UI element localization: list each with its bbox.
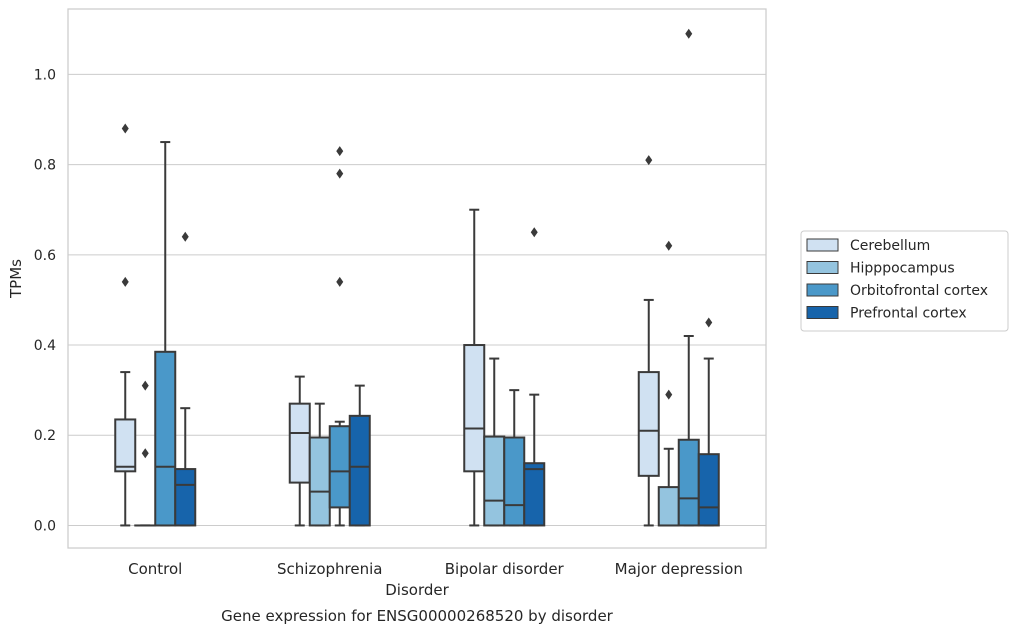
x-tick-label: Control <box>128 560 182 578</box>
legend-swatch <box>807 307 838 319</box>
box-body <box>115 419 135 471</box>
x-tick-label: Schizophrenia <box>277 560 382 578</box>
box-body <box>524 463 544 525</box>
box-body <box>659 487 679 525</box>
y-tick-label: 0.2 <box>34 428 56 444</box>
y-tick-label: 1.0 <box>34 67 56 83</box>
legend-label: Cerebellum <box>850 238 930 254</box>
box-body <box>639 372 659 476</box>
x-axis-label: Disorder <box>385 581 449 599</box>
box-body <box>484 437 504 526</box>
legend-label: Hipppocampus <box>850 261 955 277</box>
legend-label: Prefrontal cortex <box>850 306 967 322</box>
box-body <box>699 454 719 525</box>
legend-swatch <box>807 239 838 251</box>
box-body <box>464 345 484 471</box>
chart-title: Gene expression for ENSG00000268520 by d… <box>221 607 614 625</box>
box-body <box>504 437 524 525</box>
box-body <box>155 352 175 526</box>
x-tick-label: Major depression <box>615 560 743 578</box>
legend-label: Orbitofrontal cortex <box>850 283 988 299</box>
legend-swatch <box>807 284 838 296</box>
legend: Cerebellum Hipppocampus Orbitofrontal cort… <box>801 231 1008 331</box>
y-tick-label: 0.4 <box>34 338 56 354</box>
y-tick-label: 0.0 <box>34 518 56 534</box>
x-tick-label: Bipolar disorder <box>445 560 565 578</box>
box-body <box>679 440 699 526</box>
y-axis-label: TPMs <box>7 259 25 299</box>
y-tick-label: 0.6 <box>34 248 56 264</box>
box-body <box>290 404 310 483</box>
box-body <box>310 437 330 525</box>
box-body <box>350 416 370 526</box>
box-body <box>330 426 350 507</box>
box-body <box>175 469 195 525</box>
y-tick-label: 0.8 <box>34 158 56 174</box>
legend-swatch <box>807 262 838 274</box>
